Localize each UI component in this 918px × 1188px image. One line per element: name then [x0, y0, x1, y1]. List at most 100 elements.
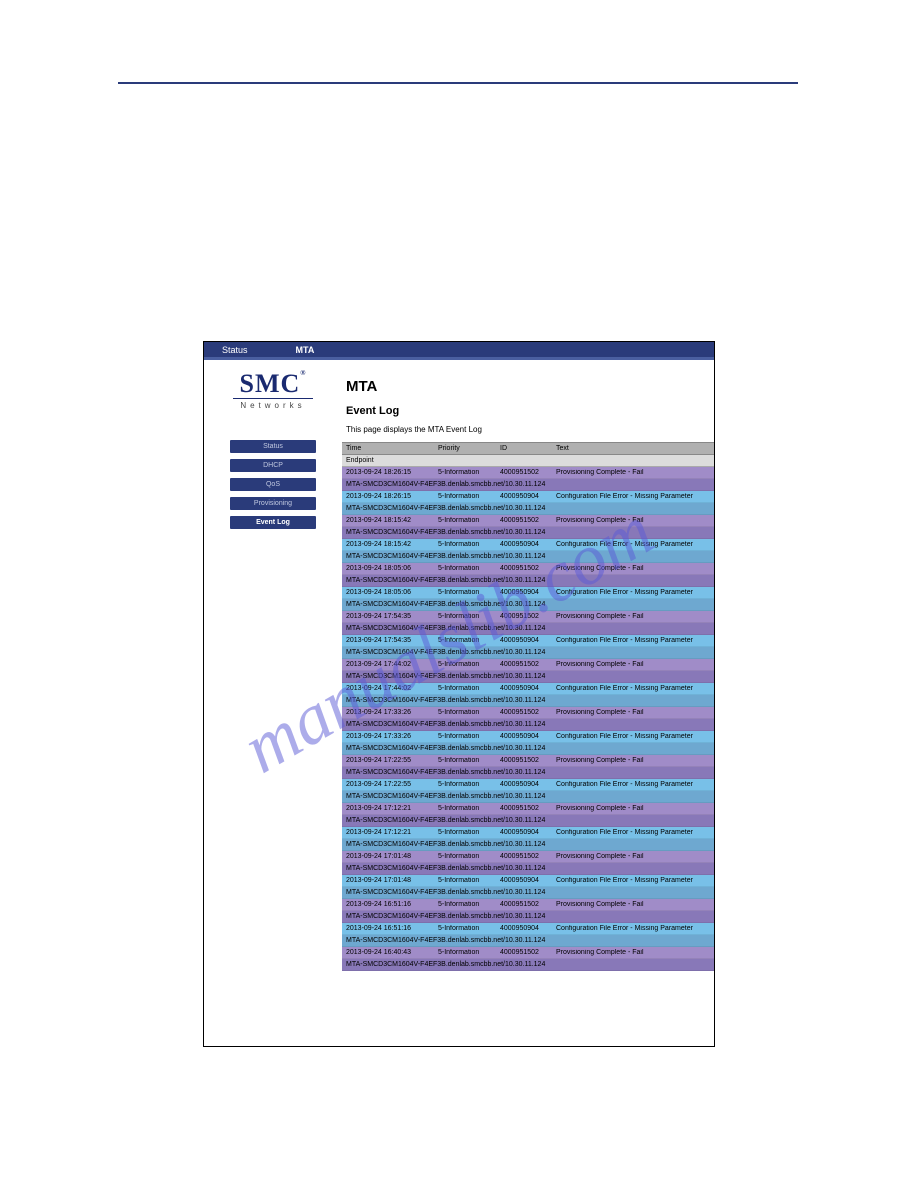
log-endpoint-row: MTA-SMCD3CM1604V-F4EF3B.denlab.smcbb.net…: [342, 767, 714, 779]
cell-time: 2013-09-24 16:51:16: [342, 901, 438, 908]
log-endpoint-row: MTA-SMCD3CM1604V-F4EF3B.denlab.smcbb.net…: [342, 647, 714, 659]
cell-text: Configuration File Error - Missing Param…: [556, 925, 714, 932]
cell-text: Configuration File Error - Missing Param…: [556, 829, 714, 836]
cell-time: 2013-09-24 17:44:02: [342, 661, 438, 668]
log-event-row: 2013-09-24 17:12:215-Information40009515…: [342, 803, 714, 815]
log-rows-container: 2013-09-24 18:26:155-Information40009515…: [342, 467, 714, 971]
cell-time: 2013-09-24 17:54:35: [342, 637, 438, 644]
log-event-row: 2013-09-24 17:12:215-Information40009509…: [342, 827, 714, 839]
cell-time: 2013-09-24 16:51:16: [342, 925, 438, 932]
cell-priority: 5-Information: [438, 757, 500, 764]
cell-time: 2013-09-24 17:33:26: [342, 709, 438, 716]
log-event-row: 2013-09-24 16:40:435-Information40009515…: [342, 947, 714, 959]
log-event-row: 2013-09-24 18:05:065-Information40009515…: [342, 563, 714, 575]
cell-id: 4000950904: [500, 877, 556, 884]
cell-id: 4000951502: [500, 805, 556, 812]
cell-priority: 5-Information: [438, 805, 500, 812]
col-header-id: ID: [500, 445, 556, 452]
cell-id: 4000951502: [500, 901, 556, 908]
cell-time: 2013-09-24 17:22:55: [342, 781, 438, 788]
page-top-rule: [118, 82, 798, 84]
cell-time: 2013-09-24 17:01:48: [342, 853, 438, 860]
col-header-text: Text: [556, 445, 714, 452]
log-endpoint-row: MTA-SMCD3CM1604V-F4EF3B.denlab.smcbb.net…: [342, 839, 714, 851]
brand-subtext: Networks: [223, 401, 323, 410]
cell-text: Provisioning Complete - Fail: [556, 613, 714, 620]
log-endpoint-row: MTA-SMCD3CM1604V-F4EF3B.denlab.smcbb.net…: [342, 911, 714, 923]
log-endpoint-row: MTA-SMCD3CM1604V-F4EF3B.denlab.smcbb.net…: [342, 551, 714, 563]
breadcrumb-status[interactable]: Status: [222, 345, 248, 355]
sidebar-item-provisioning[interactable]: Provisioning: [230, 497, 316, 510]
event-log-table: Time Priority ID Text Endpoint 2013-09-2…: [342, 442, 714, 971]
cell-priority: 5-Information: [438, 781, 500, 788]
sidebar-item-event-log[interactable]: Event Log: [230, 516, 316, 529]
log-event-row: 2013-09-24 17:54:355-Information40009515…: [342, 611, 714, 623]
cell-priority: 5-Information: [438, 637, 500, 644]
cell-id: 4000951502: [500, 949, 556, 956]
cell-time: 2013-09-24 17:12:21: [342, 805, 438, 812]
log-endpoint-row: MTA-SMCD3CM1604V-F4EF3B.denlab.smcbb.net…: [342, 815, 714, 827]
sidebar-item-qos[interactable]: QoS: [230, 478, 316, 491]
cell-text: Provisioning Complete - Fail: [556, 709, 714, 716]
log-endpoint-row: MTA-SMCD3CM1604V-F4EF3B.denlab.smcbb.net…: [342, 887, 714, 899]
cell-id: 4000951502: [500, 469, 556, 476]
cell-priority: 5-Information: [438, 589, 500, 596]
log-event-row: 2013-09-24 16:51:165-Information40009515…: [342, 899, 714, 911]
page-title: MTA: [346, 378, 714, 395]
cell-text: Provisioning Complete - Fail: [556, 757, 714, 764]
log-endpoint-row: MTA-SMCD3CM1604V-F4EF3B.denlab.smcbb.net…: [342, 863, 714, 875]
cell-text: Provisioning Complete - Fail: [556, 517, 714, 524]
col-header-time: Time: [342, 445, 438, 452]
cell-id: 4000951502: [500, 613, 556, 620]
table-header-row: Time Priority ID Text: [342, 442, 714, 455]
log-endpoint-row: MTA-SMCD3CM1604V-F4EF3B.denlab.smcbb.net…: [342, 743, 714, 755]
cell-priority: 5-Information: [438, 709, 500, 716]
cell-priority: 5-Information: [438, 685, 500, 692]
cell-id: 4000950904: [500, 829, 556, 836]
sidebar-item-status[interactable]: Status: [230, 440, 316, 453]
sidebar: SMC® Networks Status DHCP QoS Provisioning E…: [204, 360, 342, 1046]
cell-text: Configuration File Error - Missing Param…: [556, 493, 714, 500]
log-endpoint-row: MTA-SMCD3CM1604V-F4EF3B.denlab.smcbb.net…: [342, 959, 714, 971]
log-event-row: 2013-09-24 18:05:065-Information40009509…: [342, 587, 714, 599]
sidebar-item-dhcp[interactable]: DHCP: [230, 459, 316, 472]
log-event-row: 2013-09-24 17:54:355-Information40009509…: [342, 635, 714, 647]
log-endpoint-row: MTA-SMCD3CM1604V-F4EF3B.denlab.smcbb.net…: [342, 671, 714, 683]
cell-time: 2013-09-24 17:33:26: [342, 733, 438, 740]
cell-text: Configuration File Error - Missing Param…: [556, 541, 714, 548]
cell-priority: 5-Information: [438, 901, 500, 908]
sidebar-nav: Status DHCP QoS Provisioning Event Log: [204, 440, 342, 529]
app-window: Status MTA SMC® Networks Status DHCP QoS Pr…: [203, 341, 715, 1047]
log-event-row: 2013-09-24 17:22:555-Information40009509…: [342, 779, 714, 791]
cell-priority: 5-Information: [438, 661, 500, 668]
cell-text: Configuration File Error - Missing Param…: [556, 877, 714, 884]
log-endpoint-row: MTA-SMCD3CM1604V-F4EF3B.denlab.smcbb.net…: [342, 527, 714, 539]
col-header-priority: Priority: [438, 445, 500, 452]
cell-text: Provisioning Complete - Fail: [556, 901, 714, 908]
cell-time: 2013-09-24 17:44:02: [342, 685, 438, 692]
cell-priority: 5-Information: [438, 853, 500, 860]
cell-text: Configuration File Error - Missing Param…: [556, 637, 714, 644]
log-event-row: 2013-09-24 18:15:425-Information40009515…: [342, 515, 714, 527]
cell-id: 4000950904: [500, 781, 556, 788]
cell-time: 2013-09-24 17:01:48: [342, 877, 438, 884]
log-event-row: 2013-09-24 18:26:155-Information40009509…: [342, 491, 714, 503]
cell-id: 4000950904: [500, 733, 556, 740]
cell-priority: 5-Information: [438, 733, 500, 740]
cell-id: 4000950904: [500, 685, 556, 692]
cell-text: Provisioning Complete - Fail: [556, 565, 714, 572]
cell-time: 2013-09-24 18:05:06: [342, 589, 438, 596]
breadcrumb-mta[interactable]: MTA: [296, 345, 315, 355]
log-endpoint-row: MTA-SMCD3CM1604V-F4EF3B.denlab.smcbb.net…: [342, 695, 714, 707]
breadcrumb-bar: Status MTA: [204, 342, 714, 357]
brand-name: SMC®: [223, 372, 323, 397]
cell-priority: 5-Information: [438, 925, 500, 932]
cell-priority: 5-Information: [438, 493, 500, 500]
log-event-row: 2013-09-24 18:15:425-Information40009509…: [342, 539, 714, 551]
cell-time: 2013-09-24 18:26:15: [342, 493, 438, 500]
cell-time: 2013-09-24 17:22:55: [342, 757, 438, 764]
log-event-row: 2013-09-24 17:44:025-Information40009509…: [342, 683, 714, 695]
brand-text: SMC: [239, 369, 300, 398]
cell-text: Configuration File Error - Missing Param…: [556, 685, 714, 692]
log-event-row: 2013-09-24 17:33:265-Information40009515…: [342, 707, 714, 719]
